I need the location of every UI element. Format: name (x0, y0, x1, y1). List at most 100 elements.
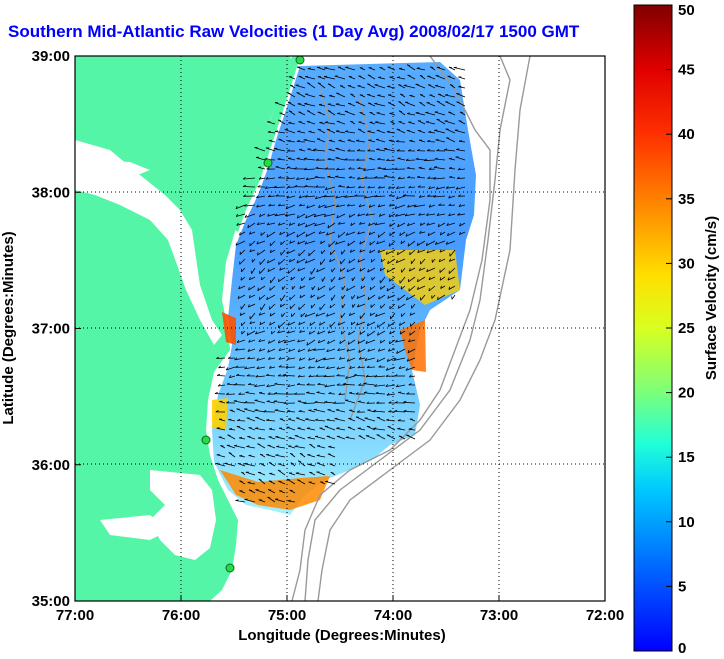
velocity-arrow (335, 148, 346, 152)
velocity-arrow-head (380, 286, 382, 290)
velocity-arrow (308, 249, 316, 257)
velocity-arrow (377, 249, 386, 253)
velocity-arrow (304, 186, 316, 188)
velocity-arrow-head (357, 304, 360, 308)
velocity-arrow-head (283, 401, 287, 404)
velocity-arrow (411, 303, 416, 309)
velocity-arrow (247, 482, 256, 485)
velocity-arrow-head (288, 222, 291, 226)
velocity-arrow (428, 204, 436, 208)
velocity-arrow (374, 222, 386, 226)
velocity-arrow (417, 176, 426, 179)
velocity-arrow (316, 462, 326, 467)
velocity-arrow-head (439, 277, 442, 281)
velocity-arrow (247, 348, 256, 352)
velocity-arrow-head (335, 130, 340, 132)
velocity-arrow-head (290, 84, 294, 87)
velocity-arrow (418, 167, 426, 170)
velocity-arrow (314, 213, 326, 218)
velocity-arrow-head (305, 177, 309, 180)
velocity-arrow (426, 240, 436, 246)
velocity-arrow-head (418, 212, 421, 216)
velocity-arrow-head (287, 384, 290, 387)
velocity-arrow-head (407, 278, 410, 282)
velocity-arrow (278, 321, 286, 329)
velocity-arrow-head (398, 101, 402, 103)
velocity-arrow-head (394, 205, 397, 209)
velocity-arrow (406, 434, 416, 440)
velocity-arrow-head (369, 111, 373, 114)
velocity-arrow (303, 402, 316, 404)
velocity-arrow-head (333, 401, 337, 404)
velocity-arrow (304, 168, 316, 171)
velocity-arrow (406, 113, 416, 116)
velocity-arrow-head (309, 443, 313, 446)
velocity-arrow-head (256, 195, 259, 198)
velocity-arrow (316, 392, 326, 395)
velocity-arrow (457, 177, 466, 179)
velocity-arrow-head (313, 348, 317, 351)
velocity-arrow (326, 419, 336, 422)
velocity-arrow-head (238, 286, 241, 290)
velocity-arrow-head (419, 74, 423, 77)
velocity-arrow (378, 231, 386, 238)
velocity-arrow (280, 249, 286, 256)
velocity-arrow-head (348, 167, 352, 170)
velocity-arrow (255, 157, 266, 161)
velocity-arrow (286, 167, 296, 170)
velocity-arrow (306, 339, 316, 346)
velocity-arrow-head (409, 312, 412, 316)
velocity-arrow-head (226, 382, 230, 385)
velocity-arrow (256, 357, 266, 361)
velocity-arrow (275, 454, 286, 458)
velocity-arrow-head (247, 224, 249, 228)
velocity-arrow (398, 303, 406, 309)
velocity-arrow-head (336, 215, 339, 219)
velocity-arrow (341, 294, 346, 300)
velocity-arrow-head (277, 469, 281, 472)
velocity-arrow (417, 249, 426, 253)
velocity-arrow (287, 249, 296, 254)
velocity-arrow (394, 357, 406, 361)
velocity-arrow-head (415, 157, 419, 160)
velocity-arrow-head (235, 499, 239, 501)
velocity-arrow (408, 186, 416, 189)
velocity-arrow-head (297, 223, 300, 226)
velocity-arrow (377, 159, 386, 161)
velocity-arrow-head (319, 322, 321, 326)
velocity-arrow (337, 348, 346, 351)
velocity-arrow (440, 231, 446, 236)
velocity-arrow (385, 384, 396, 387)
velocity-arrow (376, 240, 386, 245)
velocity-arrow (297, 267, 306, 272)
velocity-arrow (317, 384, 326, 386)
colorbar-tick-label: 25 (678, 320, 695, 337)
velocity-arrow-head (294, 445, 298, 447)
velocity-arrow-head (286, 478, 291, 481)
velocity-arrow (315, 167, 326, 170)
velocity-arrow (396, 195, 406, 200)
colorbar-tick-label: 50 (678, 2, 695, 19)
velocity-arrow-head (395, 140, 399, 142)
velocity-arrow (457, 213, 466, 216)
velocity-arrow-head (419, 222, 422, 226)
velocity-arrow-head (326, 366, 329, 369)
velocity-arrow-head (235, 213, 239, 217)
velocity-arrow (310, 267, 316, 275)
velocity-arrow (355, 101, 366, 107)
velocity-arrow (286, 426, 296, 431)
velocity-arrow-head (239, 312, 242, 316)
velocity-arrow-head (346, 348, 350, 352)
velocity-arrow-head (274, 213, 278, 217)
velocity-arrow (267, 131, 276, 134)
velocity-arrow (306, 177, 316, 181)
velocity-arrow (249, 321, 256, 325)
velocity-arrow-head (350, 93, 354, 96)
velocity-arrow (397, 222, 406, 228)
velocity-arrow (226, 393, 236, 395)
velocity-arrow (240, 303, 246, 310)
velocity-arrow-head (266, 400, 270, 402)
velocity-arrow-head (317, 82, 321, 85)
velocity-arrow (279, 267, 286, 271)
velocity-arrow (369, 240, 376, 246)
